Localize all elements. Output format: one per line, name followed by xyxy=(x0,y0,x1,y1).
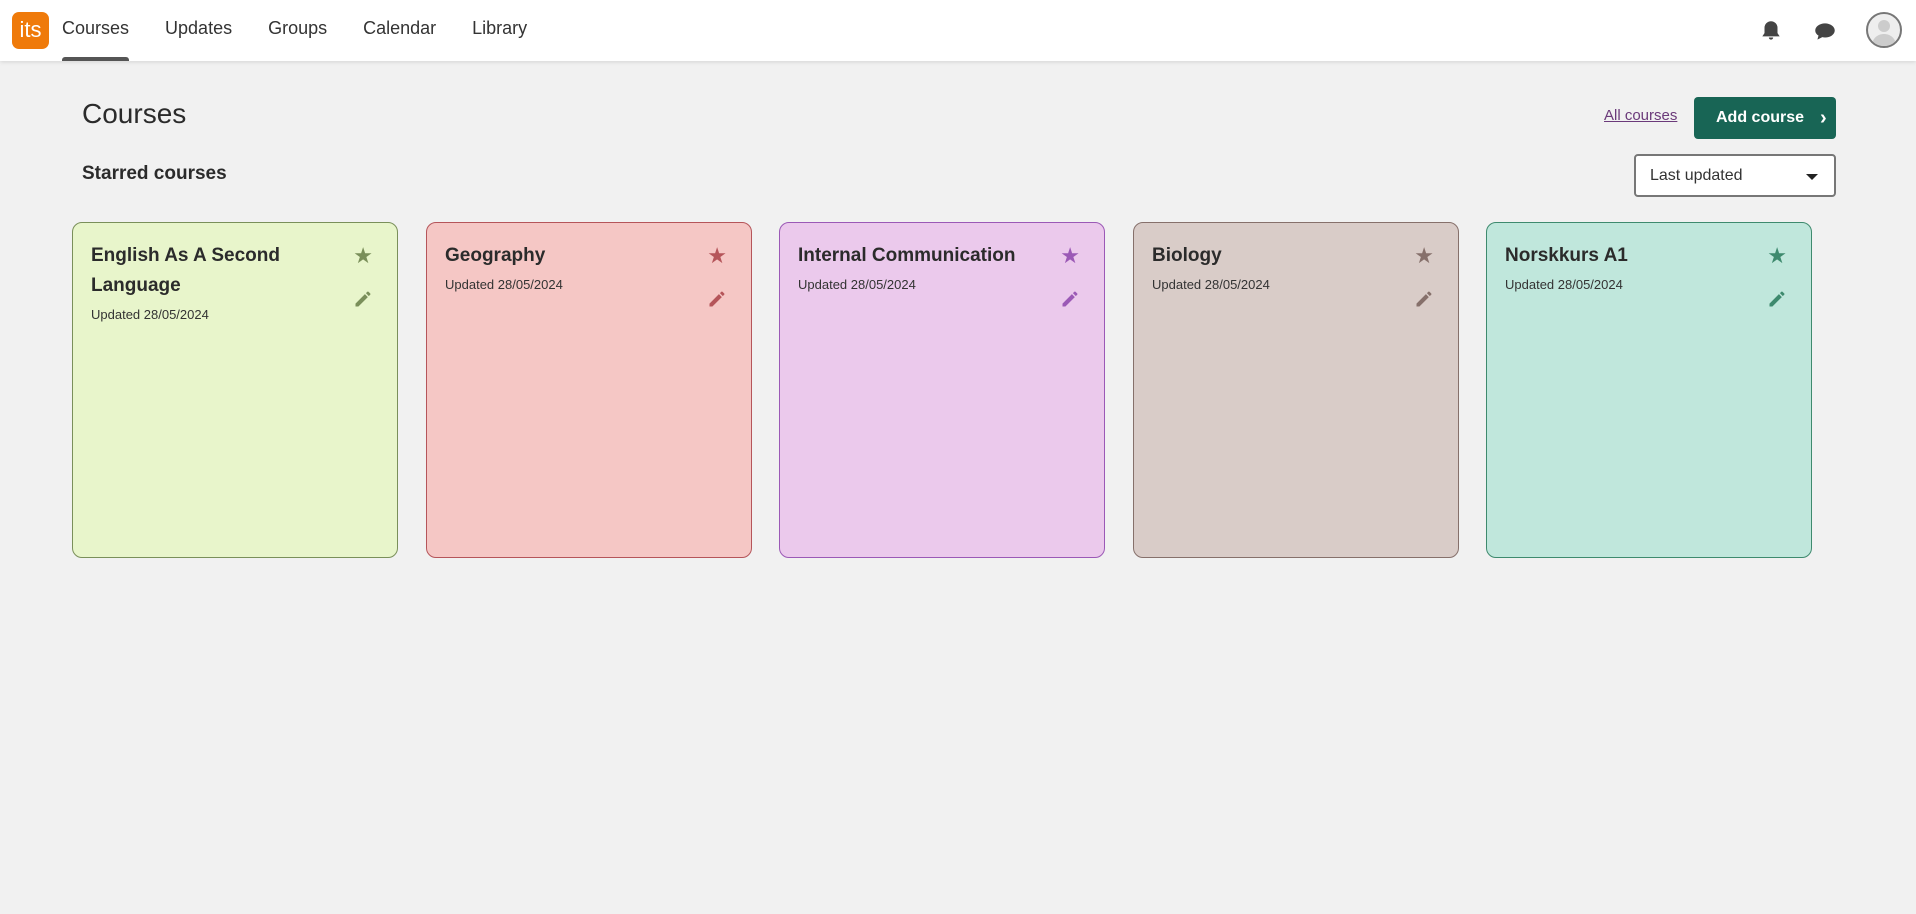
course-card[interactable]: Geography Updated 28/05/2024 ★ xyxy=(426,222,752,558)
pencil-icon[interactable] xyxy=(1414,289,1434,309)
course-title[interactable]: Biology xyxy=(1152,245,1222,266)
course-updated: Updated 28/05/2024 xyxy=(1152,277,1270,292)
star-icon[interactable]: ★ xyxy=(1414,243,1434,268)
course-updated: Updated 28/05/2024 xyxy=(1505,277,1623,292)
pencil-icon[interactable] xyxy=(707,289,727,309)
top-bar: its Courses Updates Groups Calendar Libr… xyxy=(0,0,1916,61)
course-title[interactable]: Internal Communication xyxy=(798,245,1016,266)
chat-icon[interactable] xyxy=(1812,18,1838,44)
all-courses-link[interactable]: All courses xyxy=(1604,107,1678,124)
pencil-icon[interactable] xyxy=(353,289,373,309)
star-icon[interactable]: ★ xyxy=(707,243,727,268)
main-nav: Courses Updates Groups Calendar Library xyxy=(62,0,563,61)
sort-select[interactable]: Last updated xyxy=(1634,154,1836,197)
course-title[interactable]: Norskkurs A1 xyxy=(1505,245,1628,266)
pencil-icon[interactable] xyxy=(1767,289,1787,309)
course-title[interactable]: English As A Second Language xyxy=(91,245,280,296)
caret-down-icon xyxy=(1806,174,1818,180)
star-icon[interactable]: ★ xyxy=(353,243,373,268)
add-course-button[interactable]: Add course › xyxy=(1694,97,1836,139)
course-updated: Updated 28/05/2024 xyxy=(445,277,563,292)
section-title: Starred courses xyxy=(82,163,227,184)
pencil-icon[interactable] xyxy=(1060,289,1080,309)
course-card[interactable]: Biology Updated 28/05/2024 ★ xyxy=(1133,222,1459,558)
course-updated: Updated 28/05/2024 xyxy=(91,307,209,322)
nav-calendar[interactable]: Calendar xyxy=(363,18,437,38)
nav-courses[interactable]: Courses xyxy=(62,0,130,61)
sort-value: Last updated xyxy=(1650,167,1743,184)
star-icon[interactable]: ★ xyxy=(1767,243,1787,268)
course-updated: Updated 28/05/2024 xyxy=(798,277,916,292)
page-title: Courses xyxy=(82,98,187,129)
nav-library[interactable]: Library xyxy=(472,18,528,38)
nav-groups[interactable]: Groups xyxy=(268,18,328,38)
nav-updates[interactable]: Updates xyxy=(165,18,233,38)
course-card[interactable]: Internal Communication Updated 28/05/202… xyxy=(779,222,1105,558)
user-avatar[interactable] xyxy=(1866,12,1902,48)
course-card[interactable]: English As A Second Language Updated 28/… xyxy=(72,222,398,558)
star-icon[interactable]: ★ xyxy=(1060,243,1080,268)
bell-icon[interactable] xyxy=(1758,18,1784,44)
course-title[interactable]: Geography xyxy=(445,245,546,266)
course-card[interactable]: Norskkurs A1 Updated 28/05/2024 ★ xyxy=(1486,222,1812,558)
chevron-right-icon: › xyxy=(1820,106,1827,129)
its-logo[interactable]: its xyxy=(12,12,49,49)
add-course-label: Add course xyxy=(1716,109,1805,126)
